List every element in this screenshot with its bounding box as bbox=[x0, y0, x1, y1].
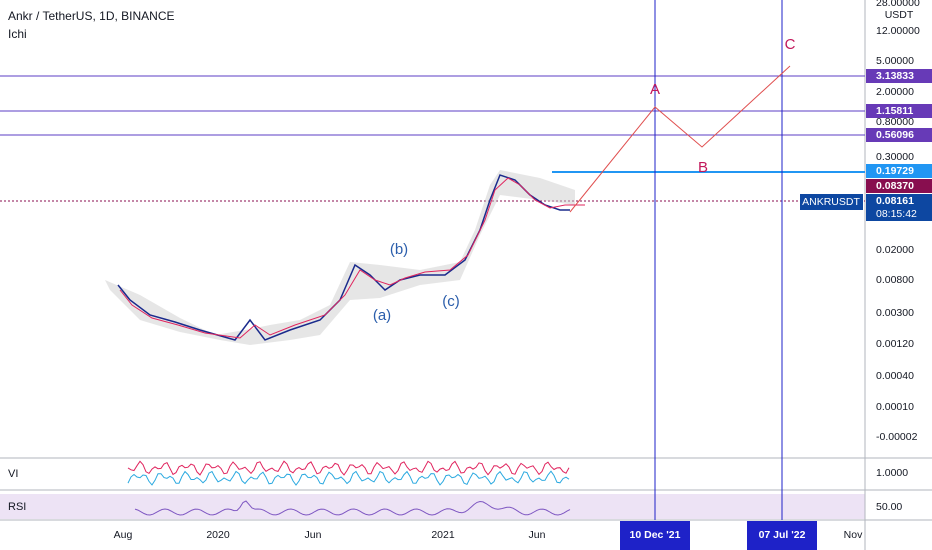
price-tag-text: 0.08370 bbox=[876, 180, 914, 192]
pane-tag: 1.0000 bbox=[876, 467, 908, 479]
time-tick-label: 2021 bbox=[431, 529, 455, 541]
last-price-tag bbox=[866, 194, 932, 221]
time-marker-text: 07 Jul '22 bbox=[759, 529, 806, 541]
wave-label: B bbox=[698, 159, 708, 176]
wave-label: A bbox=[650, 81, 660, 98]
pane-tag: 50.00 bbox=[876, 501, 902, 513]
price-tick-label: 0.30000 bbox=[876, 151, 914, 163]
projection-path bbox=[569, 65, 791, 213]
wave-label: (b) bbox=[390, 241, 408, 258]
time-marker bbox=[620, 521, 690, 550]
h-lines bbox=[0, 75, 865, 136]
pane-title: VI bbox=[8, 468, 18, 480]
price-tag bbox=[866, 128, 932, 142]
countdown: 08:15:42 bbox=[876, 208, 917, 220]
vi-plus bbox=[127, 460, 570, 476]
time-tick-label: Jun bbox=[305, 529, 322, 541]
price-tag bbox=[866, 104, 932, 118]
price-tag bbox=[866, 69, 932, 83]
wave-label: (c) bbox=[442, 293, 460, 310]
rsi-line bbox=[134, 500, 571, 516]
price-tick-label: 0.00300 bbox=[876, 307, 914, 319]
price-tick-label: 28.00000 bbox=[876, 0, 920, 9]
price-tick-label: 0.00040 bbox=[876, 370, 914, 382]
ichimoku-cloud bbox=[105, 170, 575, 345]
price-tick-label: 2.00000 bbox=[876, 86, 914, 98]
time-tick-label: Aug bbox=[114, 529, 133, 541]
price-tick-label: -0.00002 bbox=[876, 431, 918, 443]
symbol-title: Ankr / TetherUS, 1D, BINANCE bbox=[8, 9, 175, 23]
price-tag-text: 1.15811 bbox=[876, 105, 914, 117]
price-tag bbox=[866, 179, 932, 193]
price-tag-text: 3.13833 bbox=[876, 70, 914, 82]
price-tag-text: 0.56096 bbox=[876, 129, 914, 141]
price-tag-text: 0.19729 bbox=[876, 165, 914, 177]
price-tick-label: 5.00000 bbox=[876, 55, 914, 67]
price-tick-label: 0.00800 bbox=[876, 274, 914, 286]
symbol-tag-text: ANKRUSDT bbox=[802, 196, 860, 208]
wave-label: C bbox=[785, 36, 796, 53]
price-tag bbox=[866, 164, 932, 178]
last-price: 0.08161 bbox=[876, 195, 914, 207]
time-tick-label: Nov bbox=[844, 529, 863, 541]
price-tick-label: 0.02000 bbox=[876, 244, 914, 256]
time-tick-label: Jun bbox=[529, 529, 546, 541]
price-tick-label: 0.80000 bbox=[876, 116, 914, 128]
vi-minus bbox=[127, 470, 570, 486]
time-marker-text: 10 Dec '21 bbox=[630, 529, 681, 541]
price-tick-label: 12.00000 bbox=[876, 25, 920, 37]
wave-label: (a) bbox=[373, 307, 391, 324]
axis-unit: USDT bbox=[885, 9, 914, 21]
time-tick-label: 2020 bbox=[206, 529, 230, 541]
symbol-tag bbox=[800, 194, 863, 210]
price-tick-label: 0.00010 bbox=[876, 401, 914, 413]
pane-title: RSI bbox=[8, 501, 26, 513]
time-marker bbox=[747, 521, 817, 550]
indicator-name: Ichi bbox=[8, 27, 27, 41]
price-series bbox=[117, 174, 570, 341]
price-series bbox=[119, 177, 585, 339]
price-tick-label: 0.00120 bbox=[876, 338, 914, 350]
